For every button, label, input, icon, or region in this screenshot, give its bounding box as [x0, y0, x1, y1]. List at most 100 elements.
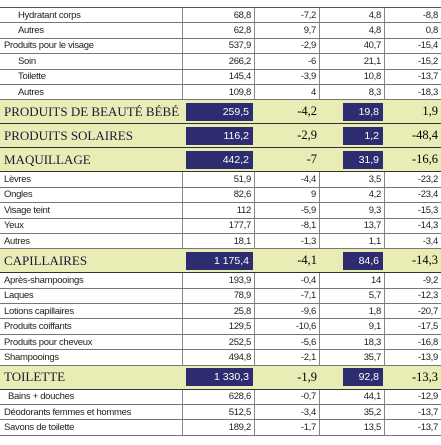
highlight-value: 31,9: [343, 150, 383, 169]
value-cell: -16,8: [417, 336, 438, 348]
row-label: Bains + douches: [0, 389, 183, 405]
row-label: Ongles: [0, 187, 183, 203]
highlight-value: 259,5: [186, 102, 253, 121]
value-cell: 62,8: [183, 23, 255, 38]
highlight-value: 116,2: [186, 126, 253, 145]
item-row: Déodorants femmes et hommes 512,5 -3,4 35,2…: [0, 405, 441, 421]
value-cell: 442,2: [183, 148, 255, 171]
value-cell: -23,4: [417, 189, 438, 201]
value-cell: 0,8: [425, 25, 439, 37]
value-cell: -7: [306, 152, 317, 167]
section-row: PRODUITS SOLAIRES 116,2 -2,9 1,2 -48,4: [0, 124, 441, 149]
value-cell: 4,8: [320, 23, 385, 38]
row-label: PRODUITS SOLAIRES: [4, 127, 133, 143]
row-label: Déodorants femmes et hommes: [0, 405, 183, 420]
highlight-value: 19,8: [343, 102, 383, 121]
item-row: Toilette 145,4 -3,9 10,8 -13,7: [0, 69, 441, 85]
value-cell: 266,2: [183, 54, 255, 69]
row-label: Laques: [0, 288, 183, 304]
value-cell: -13,7: [417, 71, 438, 83]
value-cell: 494,8: [183, 350, 255, 365]
value-cell: 9: [255, 187, 320, 203]
highlight-value: 84,6: [343, 251, 383, 270]
row-label: Après-shampooings: [0, 273, 183, 288]
value-cell: 92,8: [320, 366, 385, 389]
item-row: Produits coiffants 129,5 -10,6 9,1 -17,5: [0, 319, 441, 335]
row-label: TOILETTE: [4, 369, 66, 385]
value-cell: 177,7: [183, 218, 255, 233]
value-cell: -12,3: [417, 290, 438, 302]
item-row: Autres 62,8 9,7 4,8 0,8: [0, 23, 441, 39]
item-row: Bains + douches 628,6 -0,7 44,1 -12,9: [0, 389, 441, 406]
value-cell: 1,8: [320, 304, 385, 319]
row-label: Lèvres: [0, 172, 183, 187]
value-cell: -17,5: [417, 321, 438, 333]
cropped-row: [0, 0, 441, 8]
value-cell: -1,7: [255, 420, 320, 435]
item-row: Shampooings 494,8 -2,1 35,7 -13,9: [0, 350, 441, 366]
value-cell: -2,9: [255, 38, 320, 54]
value-cell: -13,9: [417, 351, 438, 363]
value-cell: 40,7: [320, 38, 385, 54]
value-cell: 9,7: [255, 23, 320, 38]
value-cell: 18,3: [320, 334, 385, 350]
value-cell: 10,8: [320, 69, 385, 84]
value-cell: 82,6: [183, 187, 255, 203]
value-cell: 9,1: [320, 319, 385, 334]
value-cell: 1,2: [320, 124, 385, 147]
value-cell: 129,5: [183, 319, 255, 334]
item-row: Savons de toilette 189,2 -1,7 13,5 -13,7: [0, 420, 441, 436]
item-row: Yeux 177,7 -8,1 13,7 -14,3: [0, 218, 441, 234]
item-row: Lèvres 51,9 -4,4 3,5 -23,2: [0, 172, 441, 188]
item-row: Hydratant corps 68,8 -7,2 4,8 -8,8: [0, 8, 441, 24]
value-cell: 512,5: [183, 405, 255, 420]
item-row: Après-shampooings 193,9 -0,4 14 -9,2: [0, 273, 441, 289]
value-cell: 14: [320, 273, 385, 288]
row-label: Shampooings: [0, 350, 183, 365]
row-label: Produits pour le visage: [0, 38, 183, 54]
highlight-value: 1 175,4: [186, 251, 253, 270]
value-cell: 84,6: [320, 249, 385, 272]
value-cell: -4,4: [255, 172, 320, 187]
value-cell: -8,1: [255, 218, 320, 233]
value-cell: -10,6: [255, 319, 320, 334]
value-cell: -8,8: [422, 9, 438, 21]
value-cell: 5,7: [320, 288, 385, 304]
value-cell: -13,7: [417, 422, 438, 434]
highlight-value: 92,8: [343, 368, 383, 387]
highlight-value: 1,2: [343, 126, 383, 145]
value-cell: 145,4: [183, 69, 255, 84]
value-cell: 4,8: [320, 8, 385, 23]
value-cell: -1,9: [297, 369, 317, 384]
value-cell: -6: [255, 54, 320, 69]
value-cell: -0,7: [255, 389, 320, 405]
value-cell: 8,3: [320, 84, 385, 100]
value-cell: -5,6: [255, 334, 320, 350]
value-cell: 9,3: [320, 203, 385, 218]
value-cell: 4,2: [320, 187, 385, 203]
value-cell: -20,7: [417, 305, 438, 317]
value-cell: -0,4: [255, 273, 320, 288]
row-label: Produits pour cheveux: [0, 334, 183, 350]
value-cell: -48,4: [411, 128, 438, 143]
value-cell: -2,1: [255, 350, 320, 365]
value-cell: 193,9: [183, 273, 255, 288]
value-cell: 68,8: [183, 8, 255, 23]
value-cell: -4,2: [297, 104, 317, 119]
value-cell: -15,2: [417, 55, 438, 67]
item-row: Produits pour cheveux 252,5 -5,6 18,3 -16,8: [0, 334, 441, 351]
row-label: Soin: [0, 54, 183, 69]
value-cell: -9,6: [255, 304, 320, 319]
value-cell: 35,7: [320, 350, 385, 365]
value-cell: -5,9: [255, 203, 320, 218]
value-cell: 252,5: [183, 334, 255, 350]
value-cell: 1,1: [320, 233, 385, 249]
section-row: PRODUITS DE BEAUTÉ BÉBÉ 259,5 -4,2 19,8 1,9: [0, 100, 441, 125]
item-row: Autres 109,8 4 8,3 -18,3: [0, 84, 441, 101]
value-cell: 116,2: [183, 124, 255, 147]
value-cell: -7,1: [255, 288, 320, 304]
section-row: CAPILLAIRES 1 175,4 -4,1 84,6 -14,3: [0, 249, 441, 274]
item-row: Visage teint 112 -5,9 9,3 -15,3: [0, 203, 441, 219]
value-cell: 109,8: [183, 84, 255, 100]
